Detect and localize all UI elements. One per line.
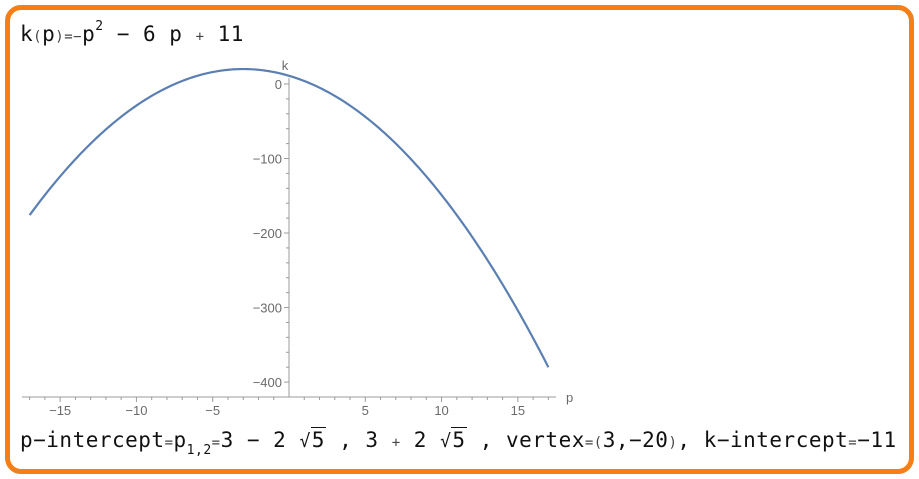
formula-term3: 11 bbox=[204, 22, 244, 46]
p-intercept-label: p−intercept bbox=[20, 428, 165, 452]
summary-sep2: , bbox=[466, 428, 506, 452]
x-tick-label: 15 bbox=[511, 403, 525, 418]
formula-k: k bbox=[20, 22, 34, 46]
formula-var-p: p bbox=[82, 22, 96, 46]
summary-plus: + bbox=[391, 435, 401, 451]
x-tick-label: −15 bbox=[49, 403, 71, 418]
y-tick-label: 0 bbox=[275, 77, 282, 92]
vertex-value: 3,−20 bbox=[602, 428, 669, 452]
vertex-label: vertex bbox=[506, 428, 585, 452]
x-tick-label: −10 bbox=[125, 403, 147, 418]
radical-sign-2: √ bbox=[440, 431, 452, 452]
y-axis-label: k bbox=[282, 58, 289, 73]
intercept-summary: p−intercept=p1,2=3 − 2 √5 , 3 + 2 √5 , v… bbox=[20, 427, 897, 459]
y-tick-label: −300 bbox=[253, 301, 282, 316]
formula-exponent: 2 bbox=[95, 19, 104, 34]
summary-sep1: , bbox=[325, 428, 366, 452]
x-tick-label: 5 bbox=[362, 403, 369, 418]
sqrt-2: √5 bbox=[440, 427, 467, 452]
frame-border bbox=[5, 5, 914, 474]
y-tick-label: −200 bbox=[253, 226, 282, 241]
summary-eq4: = bbox=[848, 435, 858, 451]
parabola-curve bbox=[28, 67, 550, 368]
y-tick-label: −400 bbox=[253, 375, 282, 390]
p-symbol: p bbox=[173, 428, 187, 452]
formula-term2: − 6 p bbox=[103, 22, 196, 46]
sqrt-1: √5 bbox=[299, 427, 326, 452]
formula-open-paren: ( bbox=[33, 29, 43, 45]
x-axis-label: p bbox=[566, 390, 573, 405]
formula-close-paren: ) bbox=[55, 29, 65, 45]
radicand-2: 5 bbox=[451, 427, 467, 452]
summary-sep3: , bbox=[677, 428, 704, 452]
formula-p: p bbox=[42, 22, 56, 46]
summary-eq2: = bbox=[211, 435, 221, 451]
radical-sign-1: √ bbox=[299, 431, 311, 452]
formula-equals: = bbox=[64, 29, 74, 45]
summary-eq1: = bbox=[164, 435, 174, 451]
x-tick-label: −5 bbox=[205, 403, 220, 418]
vertex-close-paren: ) bbox=[668, 435, 678, 451]
y-tick-label: −100 bbox=[253, 151, 282, 166]
radicand-1: 5 bbox=[310, 427, 326, 452]
function-formula: k(p)=−p2 − 6 p + 11 bbox=[20, 19, 244, 46]
vertex-open-paren: ( bbox=[593, 435, 603, 451]
root1-prefix: 3 − 2 bbox=[220, 428, 300, 452]
root2-a: 3 bbox=[365, 428, 392, 452]
root2-b: 2 bbox=[400, 428, 441, 452]
summary-eq3: = bbox=[584, 435, 594, 451]
k-intercept-value: −11 bbox=[857, 428, 897, 452]
k-intercept-label: k−intercept bbox=[703, 428, 849, 452]
formula-minus: − bbox=[73, 29, 83, 45]
formula-plus: + bbox=[195, 29, 205, 45]
p-subscript: 1,2 bbox=[186, 443, 212, 459]
x-tick-label: 10 bbox=[434, 403, 448, 418]
